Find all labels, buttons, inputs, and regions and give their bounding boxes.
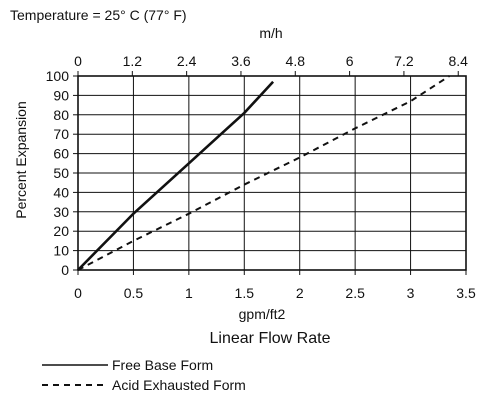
top-tick-label: 1.2 <box>123 53 143 69</box>
y-tick-label: 40 <box>53 184 69 200</box>
y-tick-label: 70 <box>53 126 69 142</box>
chart-annotation: Temperature = 25° C (77° F) <box>10 7 187 23</box>
top-tick-label: 8.4 <box>449 53 469 69</box>
chart-legend: Free Base Form Acid Exhausted Form <box>42 357 246 393</box>
top-axis-label: m/h <box>259 25 282 41</box>
top-tick-label: 3.6 <box>231 53 251 69</box>
y-tick-label: 80 <box>53 107 69 123</box>
x-axis-label: Linear Flow Rate <box>210 330 331 347</box>
legend-label: Free Base Form <box>112 357 213 373</box>
y-tick-label: 50 <box>53 165 69 181</box>
x-tick-label: 0.5 <box>124 285 144 301</box>
chart-series <box>77 75 450 271</box>
x-tick-label: 0 <box>74 285 82 301</box>
y-tick-label: 30 <box>53 204 69 220</box>
top-tick-label: 7.2 <box>394 53 414 69</box>
x-tick-label: 1 <box>185 285 193 301</box>
y-axis-label: Percent Expansion <box>13 101 29 219</box>
x-tick-label: 3 <box>407 285 415 301</box>
top-tick-label: 6 <box>346 53 354 69</box>
y-tick-label: 20 <box>53 223 69 239</box>
x-tick-label: 2 <box>296 285 304 301</box>
y-tick-label: 60 <box>53 146 69 162</box>
y-tick-label: 10 <box>53 243 69 259</box>
x-tick-label: 2.5 <box>345 285 365 301</box>
chart-grid <box>77 75 467 271</box>
y-tick-label: 90 <box>53 87 69 103</box>
y-tick-label: 0 <box>61 262 69 278</box>
series-line-free-base-form <box>77 80 275 271</box>
legend-label: Acid Exhausted Form <box>112 377 246 393</box>
x-tick-label: 3.5 <box>456 285 476 301</box>
top-tick-label: 4.8 <box>286 53 306 69</box>
x-tick-label: 1.5 <box>235 285 255 301</box>
y-tick-label: 100 <box>46 68 70 84</box>
top-tick-label: 0 <box>74 53 82 69</box>
x-axis-units: gpm/ft2 <box>239 306 286 322</box>
top-tick-label: 2.4 <box>177 53 197 69</box>
